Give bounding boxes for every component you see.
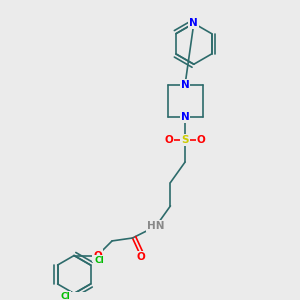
Text: O: O <box>93 250 102 260</box>
Text: HN: HN <box>147 221 165 231</box>
Text: O: O <box>137 252 146 262</box>
Text: Cl: Cl <box>94 256 104 265</box>
Text: S: S <box>181 135 189 145</box>
Text: O: O <box>197 135 206 145</box>
Text: N: N <box>181 112 189 122</box>
Text: Cl: Cl <box>60 292 70 300</box>
Text: N: N <box>189 18 198 28</box>
Text: N: N <box>181 80 189 90</box>
Text: O: O <box>165 135 173 145</box>
